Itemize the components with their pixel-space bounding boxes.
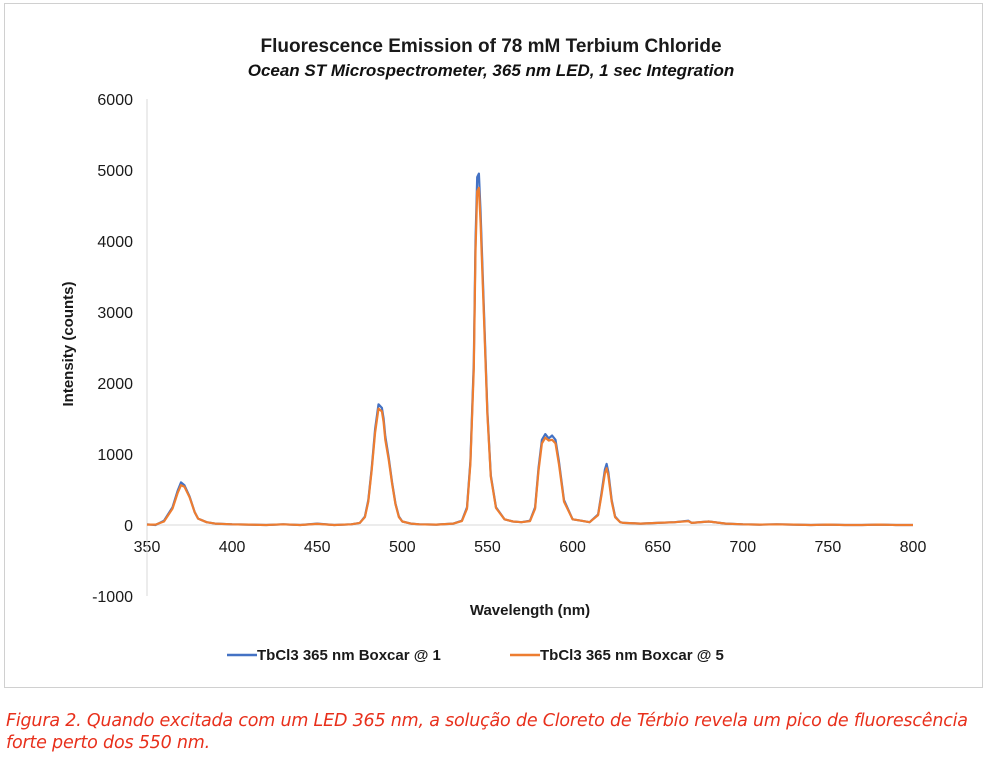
x-tick-label: 550 [474, 539, 501, 556]
x-tick-label: 750 [815, 539, 842, 556]
y-tick-label: 5000 [97, 163, 133, 180]
y-tick-label: 2000 [97, 376, 133, 393]
y-tick-label: 6000 [97, 92, 133, 109]
x-tick-label: 800 [900, 539, 927, 556]
series-group [146, 172, 913, 527]
x-tick-label: 700 [729, 539, 756, 556]
chart-subtitle: Ocean ST Microspectrometer, 365 nm LED, … [248, 61, 735, 80]
x-tick-label: 400 [219, 539, 246, 556]
chart-svg: Fluorescence Emission of 78 mM Terbium C… [60, 36, 927, 664]
x-axis-ticks: 350 400 450 500 550 600 650 700 750 800 [134, 539, 927, 556]
x-tick-label: 500 [389, 539, 416, 556]
x-axis-title: Wavelength (nm) [470, 602, 590, 619]
y-axis-title: Intensity (counts) [60, 281, 77, 406]
legend-label-boxcar-1: TbCl3 365 nm Boxcar @ 1 [257, 647, 441, 664]
y-axis-ticks: -1000 0 1000 2000 3000 4000 5000 6000 [92, 92, 133, 606]
chart-title: Fluorescence Emission of 78 mM Terbium C… [260, 36, 721, 57]
x-tick-label: 650 [644, 539, 671, 556]
legend: TbCl3 365 nm Boxcar @ 1 TbCl3 365 nm Box… [227, 647, 724, 664]
series-line-boxcar-1 [146, 172, 913, 527]
x-tick-label: 600 [559, 539, 586, 556]
y-tick-label: -1000 [92, 589, 133, 606]
figure-caption: Figura 2. Quando excitada com um LED 365… [6, 711, 968, 753]
y-tick-label: 4000 [97, 234, 133, 251]
legend-label-boxcar-5: TbCl3 365 nm Boxcar @ 5 [540, 647, 724, 664]
y-tick-label: 3000 [97, 305, 133, 322]
chart-frame: Fluorescence Emission of 78 mM Terbium C… [4, 3, 983, 688]
y-tick-label: 0 [124, 518, 133, 535]
x-tick-label: 450 [304, 539, 331, 556]
y-tick-label: 1000 [97, 447, 133, 464]
series-line-boxcar-5 [147, 186, 913, 527]
